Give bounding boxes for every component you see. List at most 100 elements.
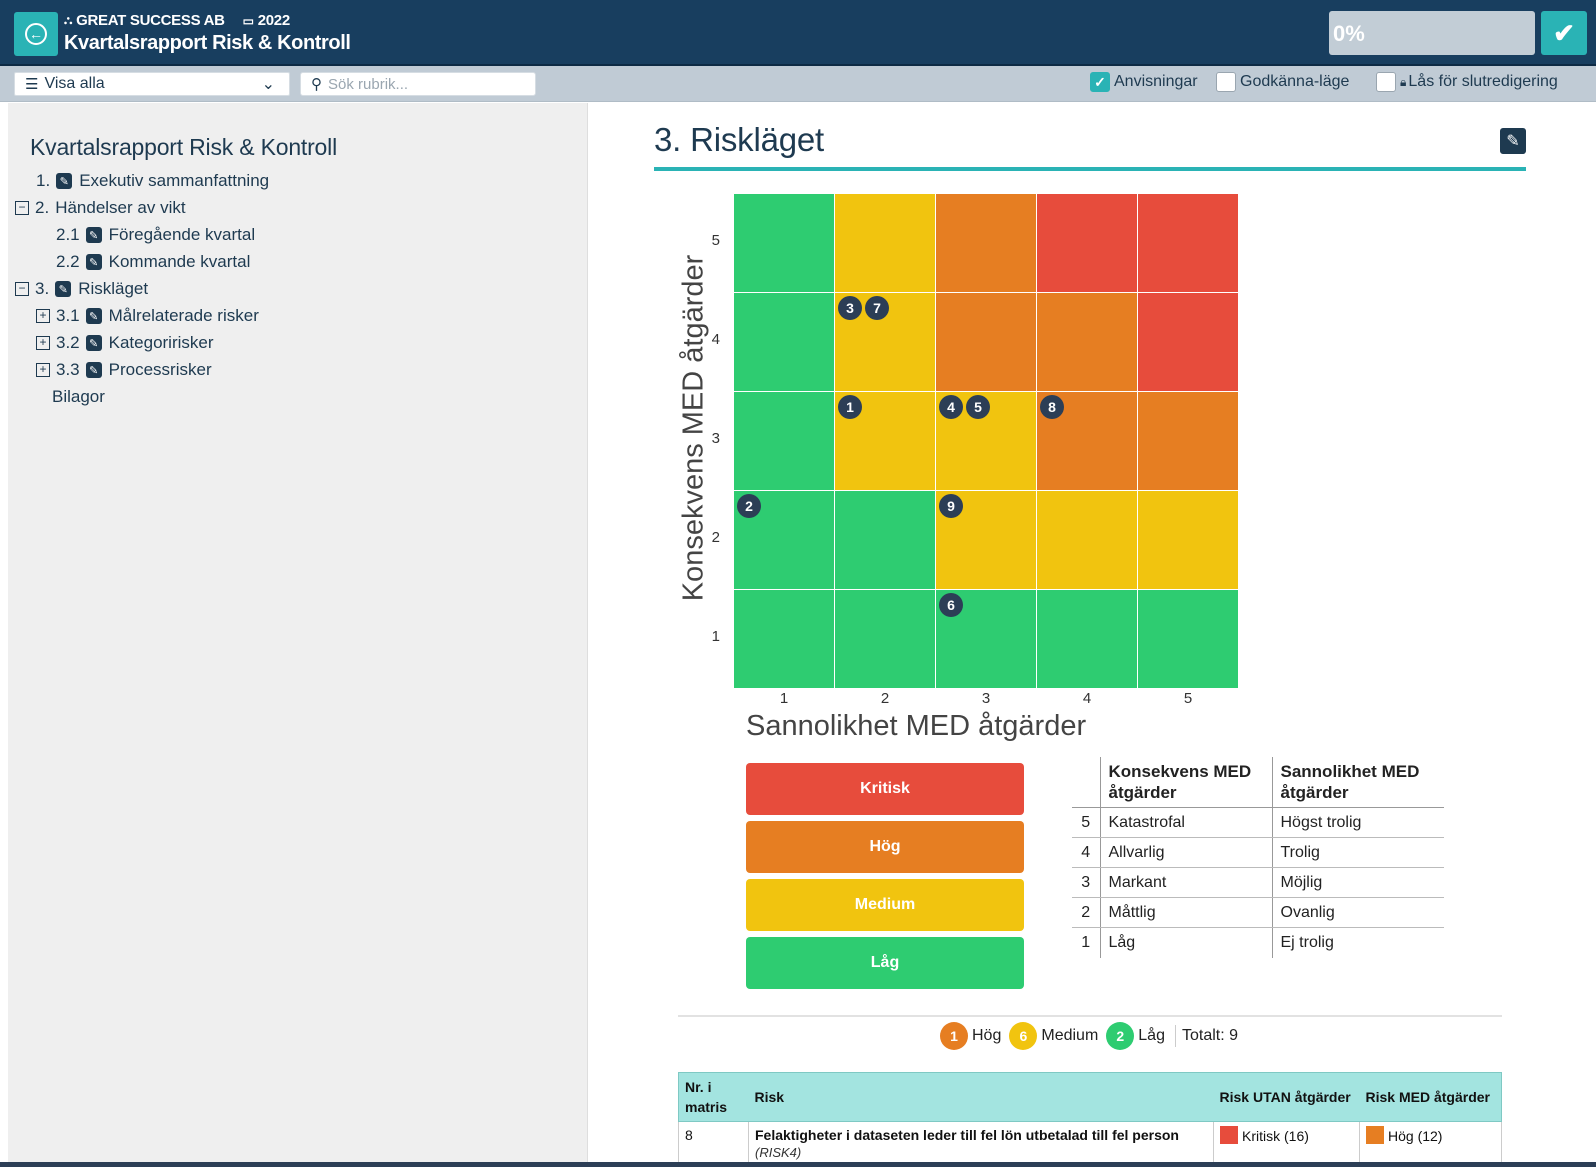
matrix-cell[interactable] — [1138, 293, 1238, 391]
matrix-cell[interactable] — [1037, 590, 1137, 688]
risk-marker[interactable]: 7 — [865, 296, 889, 320]
matrix-cell[interactable] — [936, 293, 1036, 391]
table-header: Sannolikhet MED åtgärder — [1272, 757, 1444, 808]
edit-icon: ✎ — [56, 173, 73, 189]
risk-description: Felaktigheter i dataseten leder till fel… — [755, 1127, 1179, 1143]
approve-mode-toggle[interactable]: Godkänna-läge — [1216, 72, 1349, 92]
toc-item-number: 3. — [35, 279, 50, 298]
risk-table: Nr. i matris Risk Risk UTAN åtgärder Ris… — [678, 1072, 1502, 1166]
level-critical-button[interactable]: Kritisk — [746, 763, 1024, 815]
matrix-cell[interactable] — [835, 590, 935, 688]
expand-icon[interactable]: + — [36, 336, 50, 350]
risk-marker[interactable]: 3 — [838, 296, 862, 320]
chevron-down-icon: ⌄ — [261, 76, 275, 93]
matrix-cell[interactable] — [734, 392, 834, 490]
summary-count-badge: 2 — [1106, 1022, 1135, 1050]
lock-editing-label: Lås för slutredigering — [1408, 73, 1558, 90]
matrix-cell[interactable] — [936, 194, 1036, 292]
table-header: Nr. i matris — [678, 1072, 749, 1122]
search-input[interactable] — [328, 75, 518, 93]
risk-marker[interactable]: 1 — [838, 395, 862, 419]
collapse-icon[interactable]: − — [15, 201, 29, 215]
table-row: 2 Måttlig Ovanlig — [1072, 897, 1444, 928]
toc-item-risk-status[interactable]: − 3. ✎ Riskläget — [15, 279, 148, 299]
matrix-cell[interactable] — [734, 194, 834, 292]
table-row: 4 Allvarlig Trolig — [1072, 837, 1444, 868]
matrix-cell[interactable] — [734, 293, 834, 391]
complete-button[interactable]: ✔ — [1541, 11, 1587, 55]
collapse-icon[interactable]: − — [15, 282, 29, 296]
toc-item-category-risks[interactable]: + 3.2 ✎ Kategoririsker — [36, 333, 214, 353]
lock-editing-toggle[interactable]: 🔒︎ Lås för slutredigering — [1376, 72, 1558, 92]
matrix-cell[interactable] — [1037, 293, 1137, 391]
matrix-cell[interactable] — [1037, 194, 1137, 292]
risk-marker[interactable]: 2 — [737, 494, 761, 518]
table-row[interactable]: 8 Felaktigheter i dataseten leder till f… — [678, 1121, 1502, 1166]
report-meta: ⛬ GREAT SUCCESS AB ▭ 2022 — [64, 12, 290, 29]
arrow-left-icon: ← — [25, 23, 47, 45]
pencil-icon: ✎ — [1506, 133, 1520, 150]
edit-section-button[interactable]: ✎ — [1500, 128, 1526, 154]
toc-item-number: 1. — [36, 171, 51, 190]
view-filter-select[interactable]: ☰ Visa alla ⌄ — [14, 72, 290, 96]
approve-mode-label: Godkänna-läge — [1240, 73, 1350, 90]
matrix-cell[interactable] — [1138, 491, 1238, 589]
sidebar-toc: Kvartalsrapport Risk & Kontroll 1. ✎ Exe… — [8, 103, 588, 1163]
summary-medium[interactable]: 6 Medium — [1009, 1022, 1098, 1050]
lock-icon: 🔒︎ — [1400, 74, 1407, 89]
risk-id: (RISK4) — [755, 1145, 802, 1160]
toc-item-number: 3.1 — [56, 306, 80, 325]
matrix-cell[interactable] — [835, 194, 935, 292]
high-swatch — [1366, 1126, 1384, 1144]
risk-marker[interactable]: 9 — [939, 494, 963, 518]
summary-low[interactable]: 2 Låg — [1106, 1022, 1165, 1050]
instructions-checkbox[interactable]: ✓ — [1090, 72, 1110, 92]
expand-icon[interactable]: + — [36, 309, 50, 323]
matrix-cell[interactable] — [835, 491, 935, 589]
matrix-cell[interactable] — [1138, 590, 1238, 688]
risk-marker[interactable]: 5 — [966, 395, 990, 419]
edit-icon: ✎ — [55, 281, 72, 297]
expand-icon[interactable]: + — [36, 363, 50, 377]
table-header — [1072, 757, 1101, 808]
instructions-toggle[interactable]: ✓ Anvisningar — [1090, 72, 1198, 92]
y-tick-label: 1 — [711, 628, 720, 645]
edit-icon: ✎ — [85, 308, 102, 324]
toc-item-executive-summary[interactable]: 1. ✎ Exekutiv sammanfattning — [36, 171, 269, 191]
risk-marker[interactable]: 6 — [939, 593, 963, 617]
matrix-cell[interactable] — [1138, 392, 1238, 490]
approve-mode-checkbox[interactable] — [1216, 72, 1236, 92]
table-header: Risk MED åtgärder — [1359, 1072, 1502, 1122]
toc-item-goal-risks[interactable]: + 3.1 ✎ Målrelaterade risker — [36, 306, 259, 326]
matrix-cell[interactable] — [734, 590, 834, 688]
edit-icon: ✎ — [85, 254, 102, 270]
risk-marker[interactable]: 8 — [1040, 395, 1064, 419]
table-cell: 2 — [1072, 897, 1101, 928]
level-medium-button[interactable]: Medium — [746, 879, 1024, 931]
matrix-x-axis-label: Sannolikhet MED åtgärder — [746, 710, 1087, 742]
toc-item-label: Kategoririsker — [108, 333, 214, 352]
toc-item-next-quarter[interactable]: 2.2 ✎ Kommande kvartal — [56, 252, 250, 272]
risk-marker[interactable]: 4 — [939, 395, 963, 419]
table-cell: 5 — [1072, 807, 1101, 838]
toc-item-events[interactable]: − 2. Händelser av vikt — [15, 198, 186, 218]
matrix-cell[interactable] — [1037, 491, 1137, 589]
divider — [1174, 1025, 1176, 1047]
back-button[interactable]: ← — [14, 12, 58, 56]
critical-swatch — [1220, 1126, 1238, 1144]
toc-item-number: 2.2 — [56, 252, 80, 271]
matrix-cell[interactable] — [1138, 194, 1238, 292]
level-low-button[interactable]: Låg — [746, 937, 1024, 989]
summary-high[interactable]: 1 Hög — [940, 1022, 1001, 1050]
toc-item-label: Föregående kvartal — [108, 225, 256, 244]
toc-item-process-risks[interactable]: + 3.3 ✎ Processrisker — [36, 360, 212, 380]
lock-editing-checkbox[interactable] — [1376, 72, 1396, 92]
toc-item-previous-quarter[interactable]: 2.1 ✎ Föregående kvartal — [56, 225, 255, 245]
search-field[interactable]: ⚲ — [300, 72, 536, 96]
table-cell: 3 — [1072, 867, 1101, 898]
toc-item-attachments[interactable]: Bilagor — [52, 387, 105, 407]
edit-icon: ✎ — [85, 227, 102, 243]
level-high-button[interactable]: Hög — [746, 821, 1024, 873]
section-title: 3. Riskläget — [654, 121, 825, 158]
